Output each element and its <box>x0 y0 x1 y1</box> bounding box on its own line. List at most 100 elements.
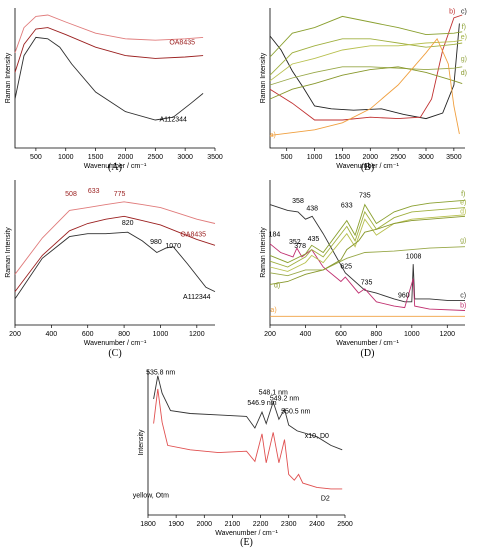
data-annotation: c) <box>460 292 466 299</box>
data-annotation: 438 <box>306 205 318 212</box>
series-line-7 <box>269 215 466 285</box>
x-tick-label: 3500 <box>446 154 462 161</box>
series-line-8 <box>269 37 460 136</box>
x-tick-label: 800 <box>118 331 130 338</box>
series-line-3 <box>269 15 463 58</box>
data-annotation: 1008 <box>406 253 422 260</box>
data-annotation: 546.9 nm <box>247 400 276 407</box>
x-tick-label: 1200 <box>189 331 205 338</box>
panel-label: (E) <box>240 537 253 548</box>
x-tick-label: 3500 <box>207 154 223 161</box>
data-annotation: 548.1 nm <box>259 390 288 397</box>
y-axis-label: Raman Intensity <box>5 227 12 278</box>
x-tick-label: 600 <box>335 331 347 338</box>
chart-panel-a: 500 1000 1500 2000 2500 3000 3500 Wavenumber / … <box>5 8 223 173</box>
series-line-1 <box>14 201 216 275</box>
data-annotation: 184 <box>269 232 281 239</box>
data-annotation: OA8435 <box>169 39 195 46</box>
x-tick-label: 1500 <box>88 154 104 161</box>
series-line-7 <box>269 66 463 100</box>
x-tick-label: 2000 <box>196 521 212 528</box>
x-tick-label: 1000 <box>307 154 323 161</box>
x-tick-label: 500 <box>30 154 42 161</box>
x-tick-label: 1000 <box>404 331 420 338</box>
x-tick-label: 2300 <box>281 521 297 528</box>
chart-panel-c: 200 400 600 800 1000 1200 Wavenumber / cm⁻¹ Ram… <box>5 180 216 359</box>
series-line-5 <box>269 39 463 82</box>
x-tick-label: 400 <box>300 331 312 338</box>
data-annotation: e) <box>461 34 467 41</box>
series-line-2 <box>269 14 463 121</box>
data-annotation: 735 <box>361 279 373 286</box>
data-annotation: b) <box>460 303 466 310</box>
x-tick-label: 3000 <box>418 154 434 161</box>
x-tick-label: 600 <box>82 331 94 338</box>
data-annotation: 435 <box>308 236 320 243</box>
data-annotation: A112344 <box>159 116 187 123</box>
data-annotation: a) <box>270 132 276 139</box>
data-annotation: 735 <box>359 192 371 199</box>
x-axis-label: Wavenumber / cm⁻¹ <box>336 163 399 170</box>
data-annotation: 378 <box>294 243 306 250</box>
x-tick-label: 1900 <box>168 521 184 528</box>
y-axis-label: Raman Intensity <box>260 52 267 103</box>
x-tick-label: 3000 <box>177 154 193 161</box>
x-axis-label: Wavenumber / cm⁻¹ <box>215 530 278 537</box>
data-annotation: 508 <box>65 191 77 198</box>
x-tick-label: 2500 <box>148 154 164 161</box>
data-annotation: c) <box>461 9 467 16</box>
axis-frame <box>269 8 465 149</box>
chart-panel-e: 1800 1900 2000 2100 2200 2300 2400 2500 Wavenumb… <box>133 369 353 548</box>
series-line-1 <box>269 23 460 120</box>
x-tick-label: 1000 <box>153 331 169 338</box>
x-tick-label: 2000 <box>362 154 378 161</box>
x-tick-label: 500 <box>281 154 293 161</box>
x-tick-label: 2500 <box>390 154 406 161</box>
x-tick-label: 2000 <box>118 154 134 161</box>
panel-label: (C) <box>108 348 121 359</box>
series-line-6 <box>269 246 466 277</box>
data-annotation: 633 <box>88 188 100 195</box>
data-annotation: e) <box>460 200 466 207</box>
data-annotation: 352 <box>289 239 301 246</box>
series-line-2 <box>153 388 343 490</box>
series-line-5 <box>269 214 466 272</box>
series-line-2 <box>14 27 204 73</box>
axis-frame <box>14 8 215 149</box>
data-annotation: f) <box>462 24 466 31</box>
x-tick-label: 2500 <box>337 521 353 528</box>
data-annotation: 633 <box>341 203 353 210</box>
x-tick-label: 1200 <box>439 331 455 338</box>
series-line-6 <box>269 66 463 86</box>
panel-label: (A) <box>108 162 122 173</box>
x-tick-label: 2200 <box>253 521 269 528</box>
series-line-3 <box>14 231 216 300</box>
x-tick-label: 200 <box>9 331 21 338</box>
series-line-3 <box>269 199 466 264</box>
series-line-4 <box>269 207 466 268</box>
y-axis-label: Raman Intensity <box>5 52 12 103</box>
series-line-1 <box>269 204 465 303</box>
series-line-1 <box>14 14 204 53</box>
data-annotation: b) <box>449 9 455 16</box>
x-axis-label: Wavenumber / cm⁻¹ <box>84 340 147 347</box>
data-annotation: A112344 <box>183 294 211 301</box>
data-annotation: OA8435 <box>180 232 206 239</box>
x-tick-label: 2400 <box>309 521 325 528</box>
data-annotation: g) <box>460 237 466 244</box>
x-tick-label: 200 <box>264 331 276 338</box>
series-line-4 <box>269 38 463 76</box>
data-annotation: 549.2 nm <box>270 395 299 402</box>
data-annotation: g) <box>461 56 467 63</box>
data-annotation: x10, D0 <box>305 433 329 440</box>
x-tick-label: 1800 <box>140 521 156 528</box>
data-annotation: 960 <box>398 292 410 299</box>
data-annotation: 535.8 nm <box>146 369 175 376</box>
data-annotation: 1070 <box>165 243 181 250</box>
y-axis-label: Intensity <box>138 429 145 456</box>
panel-label: (B) <box>361 162 374 173</box>
axis-frame <box>147 370 345 516</box>
chart-panel-b: 500 1000 1500 2000 2500 3000 3500 Wavenumber / … <box>260 8 467 173</box>
x-tick-label: 1000 <box>58 154 74 161</box>
